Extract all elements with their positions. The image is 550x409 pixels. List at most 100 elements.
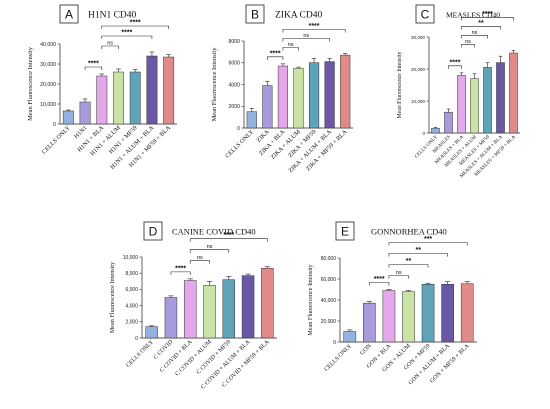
bar [203, 285, 216, 339]
significance-bracket [189, 238, 268, 242]
y-tick-label: 40,000 [40, 42, 56, 48]
significance-label: ns [472, 30, 478, 36]
significance-label: ns [207, 244, 213, 250]
significance-label: ** [416, 247, 422, 254]
bar [163, 56, 175, 125]
significance-label: **** [175, 265, 186, 272]
significance-label: **** [309, 23, 320, 30]
chart-panel-d: D CANINE COVID CD40 0 2,000 4,000 6,000 8,000 1… [109, 221, 277, 391]
chart-panel-c: C MEASLES CD40 0 10,000 20,000 30,000 Mean Flu… [397, 4, 520, 179]
panel-letter: D [149, 225, 158, 239]
category-label: CELLS ONLY [324, 343, 354, 373]
bar [164, 297, 178, 339]
chart-title: CANINE COVID CD40 [172, 227, 256, 237]
y-tick-label: 0 [237, 126, 240, 132]
chart-title: H1N1 CD40 [88, 11, 137, 21]
significance-bracket [101, 45, 119, 49]
panel-letter: E [341, 225, 349, 239]
significance-bracket [388, 242, 468, 246]
y-tick-label: 20,000 [40, 82, 56, 88]
y-tick-label: 4000 [228, 82, 240, 88]
significance-bracket [461, 17, 514, 21]
significance-bracket [84, 66, 103, 70]
y-axis-label: Mean Fluorescence Intensity [211, 47, 218, 122]
significance-bracket [189, 249, 230, 253]
chart-title: MEASLES CD40 [446, 11, 500, 20]
significance-bracket [448, 65, 462, 69]
y-tick-label: 0 [53, 122, 56, 128]
y-tick-label: 2000 [228, 104, 240, 110]
y-tick-label: 6,000 [125, 287, 138, 293]
significance-bracket [170, 271, 191, 275]
significance-bracket [101, 25, 169, 29]
significance-label: ** [406, 258, 412, 265]
significance-label: **** [270, 50, 281, 57]
significance-bracket [101, 35, 153, 39]
significance-label: **** [121, 30, 132, 37]
significance-bracket [369, 282, 390, 286]
bar [246, 111, 257, 129]
y-tick-label: 80,000 [321, 256, 337, 262]
bar [441, 284, 454, 343]
category-label: C COVID + MF59 [196, 339, 232, 375]
bar [382, 290, 396, 343]
y-tick-label: 40,000 [321, 298, 337, 304]
y-tick-label: 0 [422, 131, 425, 136]
bar [262, 85, 273, 129]
panel-letter-box [143, 221, 163, 241]
bar [421, 284, 435, 343]
panel-letter-box [415, 4, 435, 24]
y-axis-label: Mean Fluorescence Intensity [397, 51, 403, 118]
significance-bracket [282, 29, 346, 33]
y-axis-label: Mean Fluorescence Intensity [307, 263, 314, 335]
category-label: CELLS ONLY [224, 128, 256, 160]
bar [343, 331, 357, 343]
significance-bracket [388, 264, 429, 268]
significance-label: ns [288, 42, 294, 48]
significance-bracket [282, 47, 299, 51]
significance-bracket [461, 26, 501, 30]
bar [293, 67, 304, 129]
panel-letter-box [245, 4, 265, 24]
significance-label: **** [88, 61, 99, 68]
bar [483, 67, 492, 134]
bar [241, 275, 255, 339]
y-tick-label: 30,000 [411, 35, 425, 40]
significance-label: **** [223, 232, 234, 239]
chart-panel-b: B ZIKA CD40 0 2000 4000 6000 8000 Mean Fluoresc… [211, 4, 353, 174]
category-label: CELLS ONLY [125, 339, 155, 369]
chart-panel-e: E GONNORHEA CD40 0 20,000 40,000 60,000 80,000… [307, 221, 477, 386]
bar [457, 75, 466, 134]
significance-bracket [388, 275, 409, 279]
significance-bracket [461, 35, 488, 39]
y-tick-label: 10,000 [411, 99, 425, 104]
y-tick-label: 6000 [228, 61, 240, 67]
panel-letter: B [251, 8, 259, 22]
significance-label: **** [374, 276, 385, 283]
bar [431, 127, 440, 134]
y-tick-label: 8,000 [125, 271, 138, 277]
y-tick-label: 8000 [228, 39, 240, 45]
y-tick-label: 20,000 [321, 319, 337, 325]
y-tick-label: 0 [135, 336, 138, 342]
panel-letter: A [65, 8, 73, 22]
panel-letter: C [421, 8, 430, 22]
significance-label: ns [303, 33, 309, 39]
bar [340, 54, 351, 129]
significance-bracket [282, 38, 330, 42]
bar [444, 111, 453, 134]
significance-bracket [388, 253, 448, 257]
chart-panel-a: A H1N1 CD40 0 10,000 20,000 30,000 40,000 Mean … [27, 4, 177, 171]
bar [496, 62, 505, 134]
significance-label: *** [424, 236, 432, 243]
y-tick-label: 20,000 [411, 67, 425, 72]
bar [113, 71, 124, 125]
category-label: C COVID + ALUM [175, 339, 214, 378]
bar [146, 55, 158, 125]
bar [470, 78, 479, 134]
bar [145, 326, 158, 339]
y-tick-label: 10,000 [40, 102, 56, 108]
category-label: GON + MF59 + BLA [429, 343, 471, 385]
bar [308, 62, 320, 129]
